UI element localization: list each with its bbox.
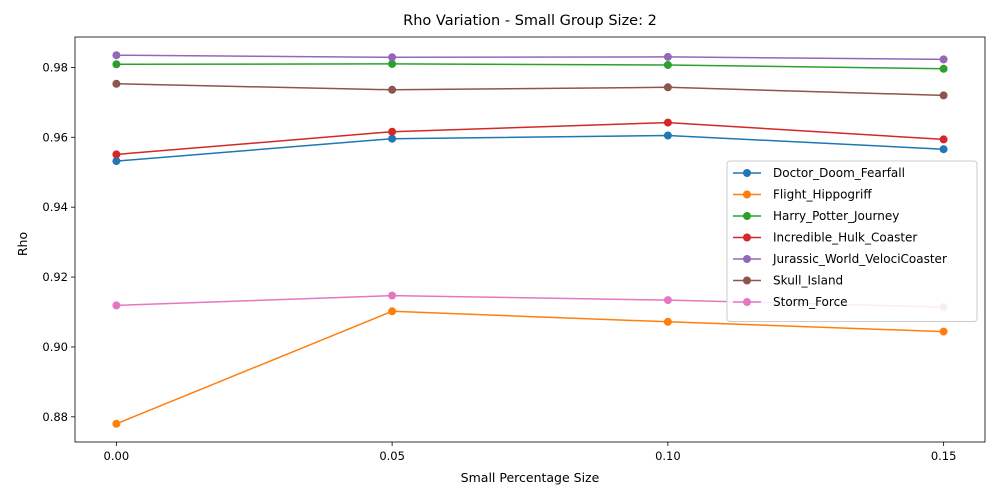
data-point [663, 317, 672, 326]
data-point [112, 79, 121, 88]
series-line [116, 134, 944, 162]
y-tick-label: 0.92 [42, 270, 68, 284]
data-point [112, 150, 121, 159]
data-point [939, 91, 948, 100]
legend-label: Incredible_Hulk_Coaster [773, 231, 917, 245]
legend-label: Flight_Hippogriff [773, 188, 872, 202]
legend-label: Storm_Force [773, 295, 848, 309]
legend-label: Harry_Potter_Journey [773, 209, 899, 223]
legend-marker [743, 169, 751, 177]
data-point [939, 327, 948, 336]
data-point [388, 134, 397, 143]
y-tick-label: 0.96 [42, 130, 68, 144]
y-tick-label: 0.90 [42, 340, 68, 354]
legend-marker [743, 276, 751, 285]
y-tick-label: 0.98 [42, 60, 68, 74]
y-tick-label: 0.94 [42, 200, 68, 214]
y-tick-label: 0.88 [42, 410, 68, 424]
series-line [116, 310, 944, 425]
x-tick-label: 0.05 [379, 449, 405, 463]
data-point [112, 60, 121, 69]
data-point [388, 307, 397, 316]
data-point [388, 127, 397, 136]
data-point [663, 83, 672, 92]
data-point [388, 53, 397, 62]
series-line [116, 63, 944, 70]
data-point [939, 135, 948, 144]
series-line [116, 83, 944, 97]
legend-box [726, 160, 978, 322]
legend-label: Doctor_Doom_Fearfall [773, 166, 905, 180]
x-tick-label: 0.00 [104, 449, 130, 463]
data-point [939, 64, 948, 73]
x-axis-label: Small Percentage Size [461, 470, 600, 485]
data-point [112, 157, 121, 166]
series-line [116, 54, 944, 61]
legend-marker [743, 255, 751, 263]
data-point [388, 85, 397, 94]
data-point [663, 61, 672, 69]
data-point [663, 296, 672, 305]
legend-marker [743, 190, 751, 199]
axes-frame [74, 36, 986, 443]
legend-label: Jurassic_World_VelociCoaster [772, 252, 947, 266]
x-tick-label: 0.15 [931, 449, 957, 463]
data-point [939, 55, 948, 64]
legend-marker [743, 233, 751, 242]
data-point [388, 59, 397, 68]
legend-label: Skull_Island [773, 274, 843, 288]
legend-marker [743, 298, 751, 306]
data-point [112, 51, 121, 60]
chart-title: Rho Variation - Small Group Size: 2 [403, 13, 657, 29]
data-point [663, 52, 672, 61]
data-point [388, 291, 397, 300]
legend: Doctor_Doom_Fearfall Flight_Hippogriff Har… [726, 160, 978, 322]
data-point [939, 145, 948, 154]
data-point [112, 301, 121, 310]
data-point [112, 419, 121, 428]
data-point [663, 131, 672, 140]
y-axis-label: Rho [15, 232, 30, 256]
series-line [116, 121, 944, 156]
data-point [663, 118, 672, 127]
axes: 0.00 0.05 0.10 0.15 0.88 0.90 0.92 0.94 0.96 0.98 [42, 36, 986, 463]
legend-marker [743, 212, 751, 220]
x-tick-label: 0.10 [655, 449, 681, 463]
